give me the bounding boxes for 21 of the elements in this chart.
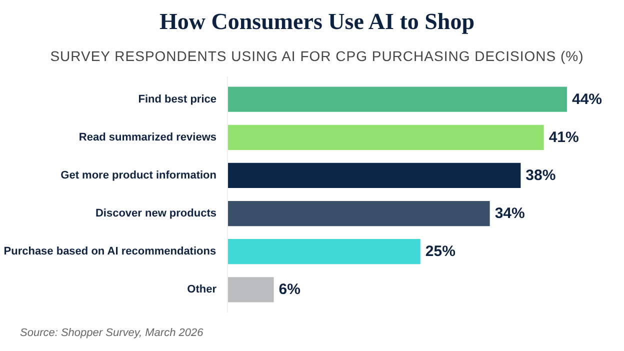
bar <box>228 200 490 226</box>
y-tick-label: Other <box>187 284 218 296</box>
bar <box>228 124 544 150</box>
y-tick-label: Find best price <box>138 93 217 106</box>
data-label: 6% <box>278 281 300 298</box>
data-label: 25% <box>425 243 456 260</box>
data-label: 34% <box>494 205 525 222</box>
source-note: Source: Shopper Survey, March 2026 <box>20 326 204 341</box>
bar <box>228 162 521 188</box>
data-label: 41% <box>548 128 579 146</box>
y-tick-label: Discover new products <box>95 208 217 220</box>
data-label: 44% <box>572 90 602 108</box>
bar <box>228 86 567 112</box>
bar <box>228 277 274 302</box>
bar <box>228 239 420 264</box>
y-tick-label: Purchase based on AI recommendations <box>4 246 216 258</box>
chart-subtitle: SURVEY RESPONDENTS USING AI FOR CPG PURCHASING DECISIONS (%) <box>50 47 584 66</box>
y-tick-label: Get more product information <box>60 169 217 182</box>
chart-title: How Consumers Use AI to Shop <box>159 8 474 36</box>
data-label: 38% <box>526 166 556 184</box>
y-tick-label: Read summarized reviews <box>78 131 217 144</box>
